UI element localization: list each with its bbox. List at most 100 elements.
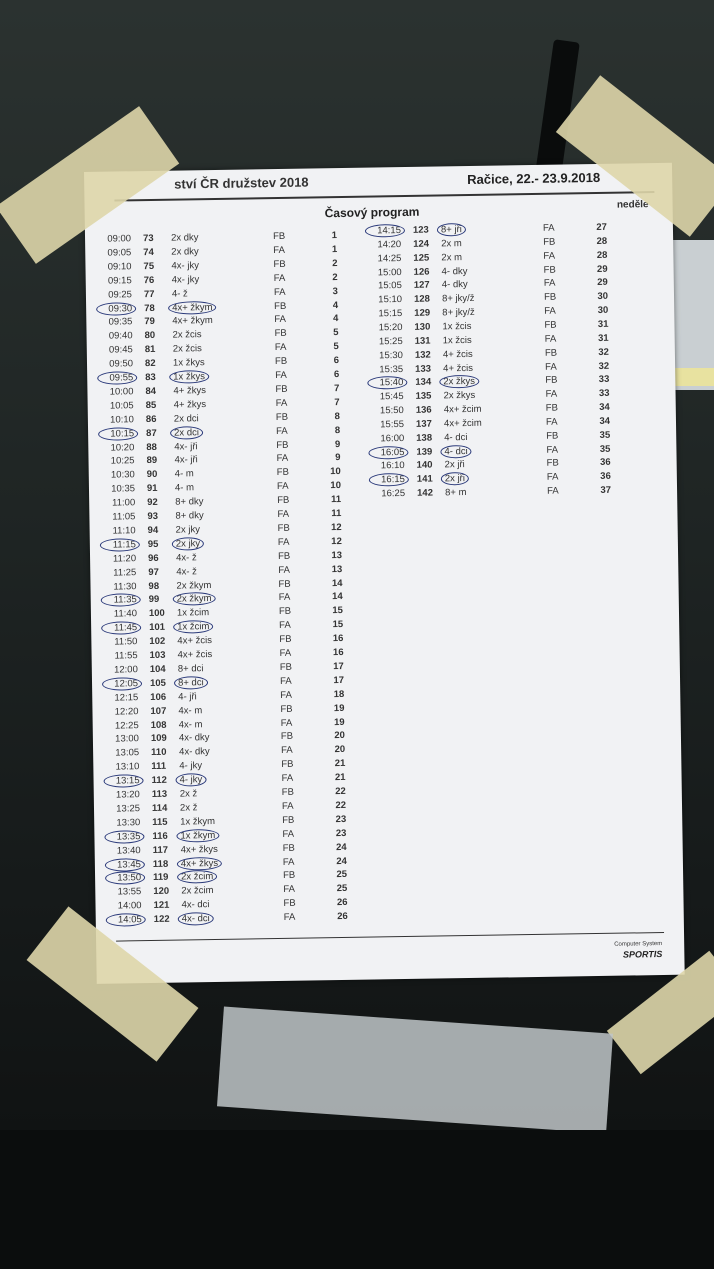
row-course: FB [545,402,558,414]
row-race-number: 134 [415,376,432,389]
row-boat-class: 4- dci [444,431,468,444]
row-race-number: 83 [145,371,156,384]
row-boat-class: 2x dky [170,232,199,244]
row-course: FB [282,814,295,826]
row-boat-class: 4x- jky [171,273,200,286]
table-row: 14:05 122 4x- dci FA 26 [105,911,360,928]
row-race-number: 142 [417,487,434,499]
row-race-number: 74 [143,246,154,258]
row-heat: 8 [334,424,341,436]
row-boat-class: 2x ž [179,802,198,814]
row-heat: 21 [334,758,346,770]
row-boat-class: 1x žkys [169,370,209,384]
row-time: 16:00 [380,432,405,445]
row-boat-class: 4x- m [178,704,203,717]
row-boat-class: 1x žkym [180,815,216,828]
row-course: FB [274,300,287,312]
row-race-number: 97 [148,566,159,578]
row-time: 15:45 [379,391,404,403]
row-heat: 31 [597,318,609,330]
row-boat-class: 4+ žkys [173,385,207,397]
row-heat: 24 [336,855,347,867]
row-race-number: 129 [414,307,431,319]
row-course: FA [544,333,557,345]
row-boat-class: 4x+ žkym [168,300,217,315]
row-boat-class: 1x žcis [442,320,472,333]
row-boat-class: 2x jky [175,524,201,536]
row-heat: 2 [332,257,338,269]
row-boat-class: 4x+ žcim [443,417,482,430]
row-boat-class: 2x žkym [176,579,212,592]
row-time: 09:10 [107,261,132,273]
row-time: 14:25 [377,252,402,265]
row-heat: 26 [337,911,348,923]
row-race-number: 77 [143,288,155,300]
row-course: FB [277,550,291,562]
row-heat: 3 [332,285,338,297]
row-course: FB [274,328,287,340]
row-boat-class: 4- m [174,482,195,494]
row-boat-class: 4+ žcis [442,348,473,361]
row-race-number: 118 [152,858,169,870]
row-heat: 13 [331,549,343,561]
row-boat-class: 2x žkym [172,592,216,607]
place-date: Račice, 22.- 23.9.2018 [467,169,601,187]
row-boat-class: 4- dky [441,265,468,277]
row-course: FA [546,485,559,497]
row-boat-class: 2x žkys [439,375,480,389]
row-boat-class: 8+ dci [177,663,204,675]
row-boat-class: 2x m [441,237,462,250]
row-boat-class: 4- jři [178,690,197,703]
row-heat: 20 [334,730,345,742]
row-boat-class: 4+ žkys [173,398,207,411]
row-course: FA [278,592,291,604]
row-boat-class: 4x- dci [177,912,214,926]
row-heat: 31 [598,332,609,344]
row-boat-class: 8+ jky/ž [442,306,475,319]
row-race-number: 112 [151,774,167,787]
row-heat: 5 [333,341,339,353]
row-course: FB [281,758,294,771]
row-course: FB [272,230,286,243]
row-race-number: 102 [149,635,166,648]
row-heat: 36 [600,471,611,483]
row-time: 09:00 [107,233,132,245]
row-heat: 15 [332,619,344,631]
row-course: FB [543,264,556,276]
row-time: 09:55 [97,371,138,385]
row-course: FB [546,458,559,470]
row-boat-class: 2x žcim [181,885,214,897]
row-heat: 32 [598,346,609,358]
row-time: 16:25 [381,488,406,500]
row-boat-class: 8+ dky [175,496,204,508]
row-time: 11:55 [114,650,138,662]
row-course: FA [276,425,288,437]
row-course: FB [278,606,292,618]
row-boat-class: 2x žcis [172,329,202,341]
row-boat-class: 8+ dky [175,510,204,522]
row-time: 13:00 [115,733,140,745]
row-heat: 36 [599,457,611,469]
row-race-number: 123 [412,224,429,236]
row-time: 13:15 [103,774,144,788]
row-time: 15:40 [367,376,408,390]
row-boat-class: 4- jky [179,760,203,772]
row-heat: 16 [332,633,344,645]
row-time: 09:30 [96,301,137,316]
row-boat-class: 4+ žcis [443,362,474,374]
row-race-number: 103 [149,649,166,662]
row-race-number: 126 [413,266,430,278]
row-time: 09:05 [107,247,132,259]
computer-system-label: Computer System [614,941,663,948]
row-heat: 1 [331,243,338,256]
row-time: 13:50 [105,871,146,886]
row-race-number: 96 [147,552,159,564]
row-heat: 28 [596,249,608,261]
row-boat-class: 4x- dky [178,732,210,744]
row-race-number: 109 [150,733,167,745]
row-time: 11:10 [112,525,136,537]
row-heat: 9 [334,438,341,450]
row-heat: 20 [334,744,346,756]
row-race-number: 137 [415,418,432,430]
row-heat: 30 [597,304,609,317]
